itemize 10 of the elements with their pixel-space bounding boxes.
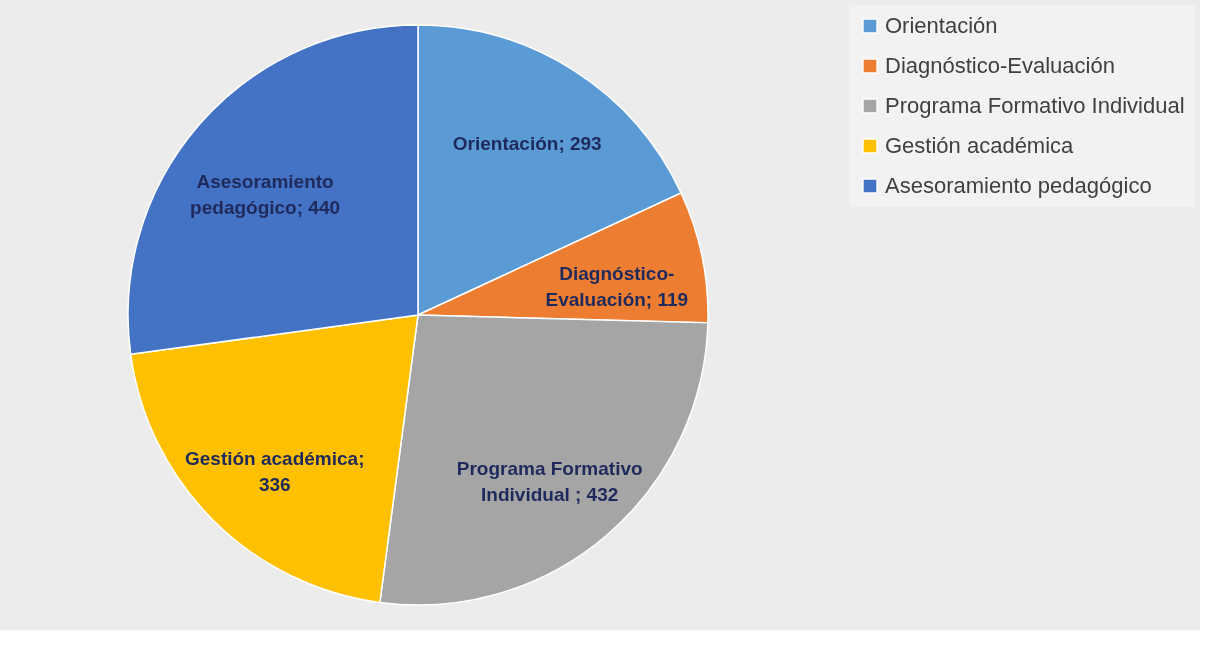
legend-label: Orientación	[885, 13, 998, 38]
data-label: Programa Formativo Individual ; 432	[456, 458, 643, 506]
legend-label: Diagnóstico-Evaluación	[885, 53, 1115, 78]
data-label: Asesoramiento pedagógico; 440	[190, 170, 341, 218]
legend-label: Programa Formativo Individual	[885, 93, 1185, 118]
legend-label: Gestión académica	[885, 133, 1075, 158]
legend-label: Asesoramiento pedagógico	[885, 173, 1152, 198]
data-label: Orientación; 293	[452, 132, 602, 154]
data-label: Gestión académica; 336	[184, 447, 365, 495]
data-label: Diagnóstico- Evaluación; 119	[545, 262, 689, 310]
